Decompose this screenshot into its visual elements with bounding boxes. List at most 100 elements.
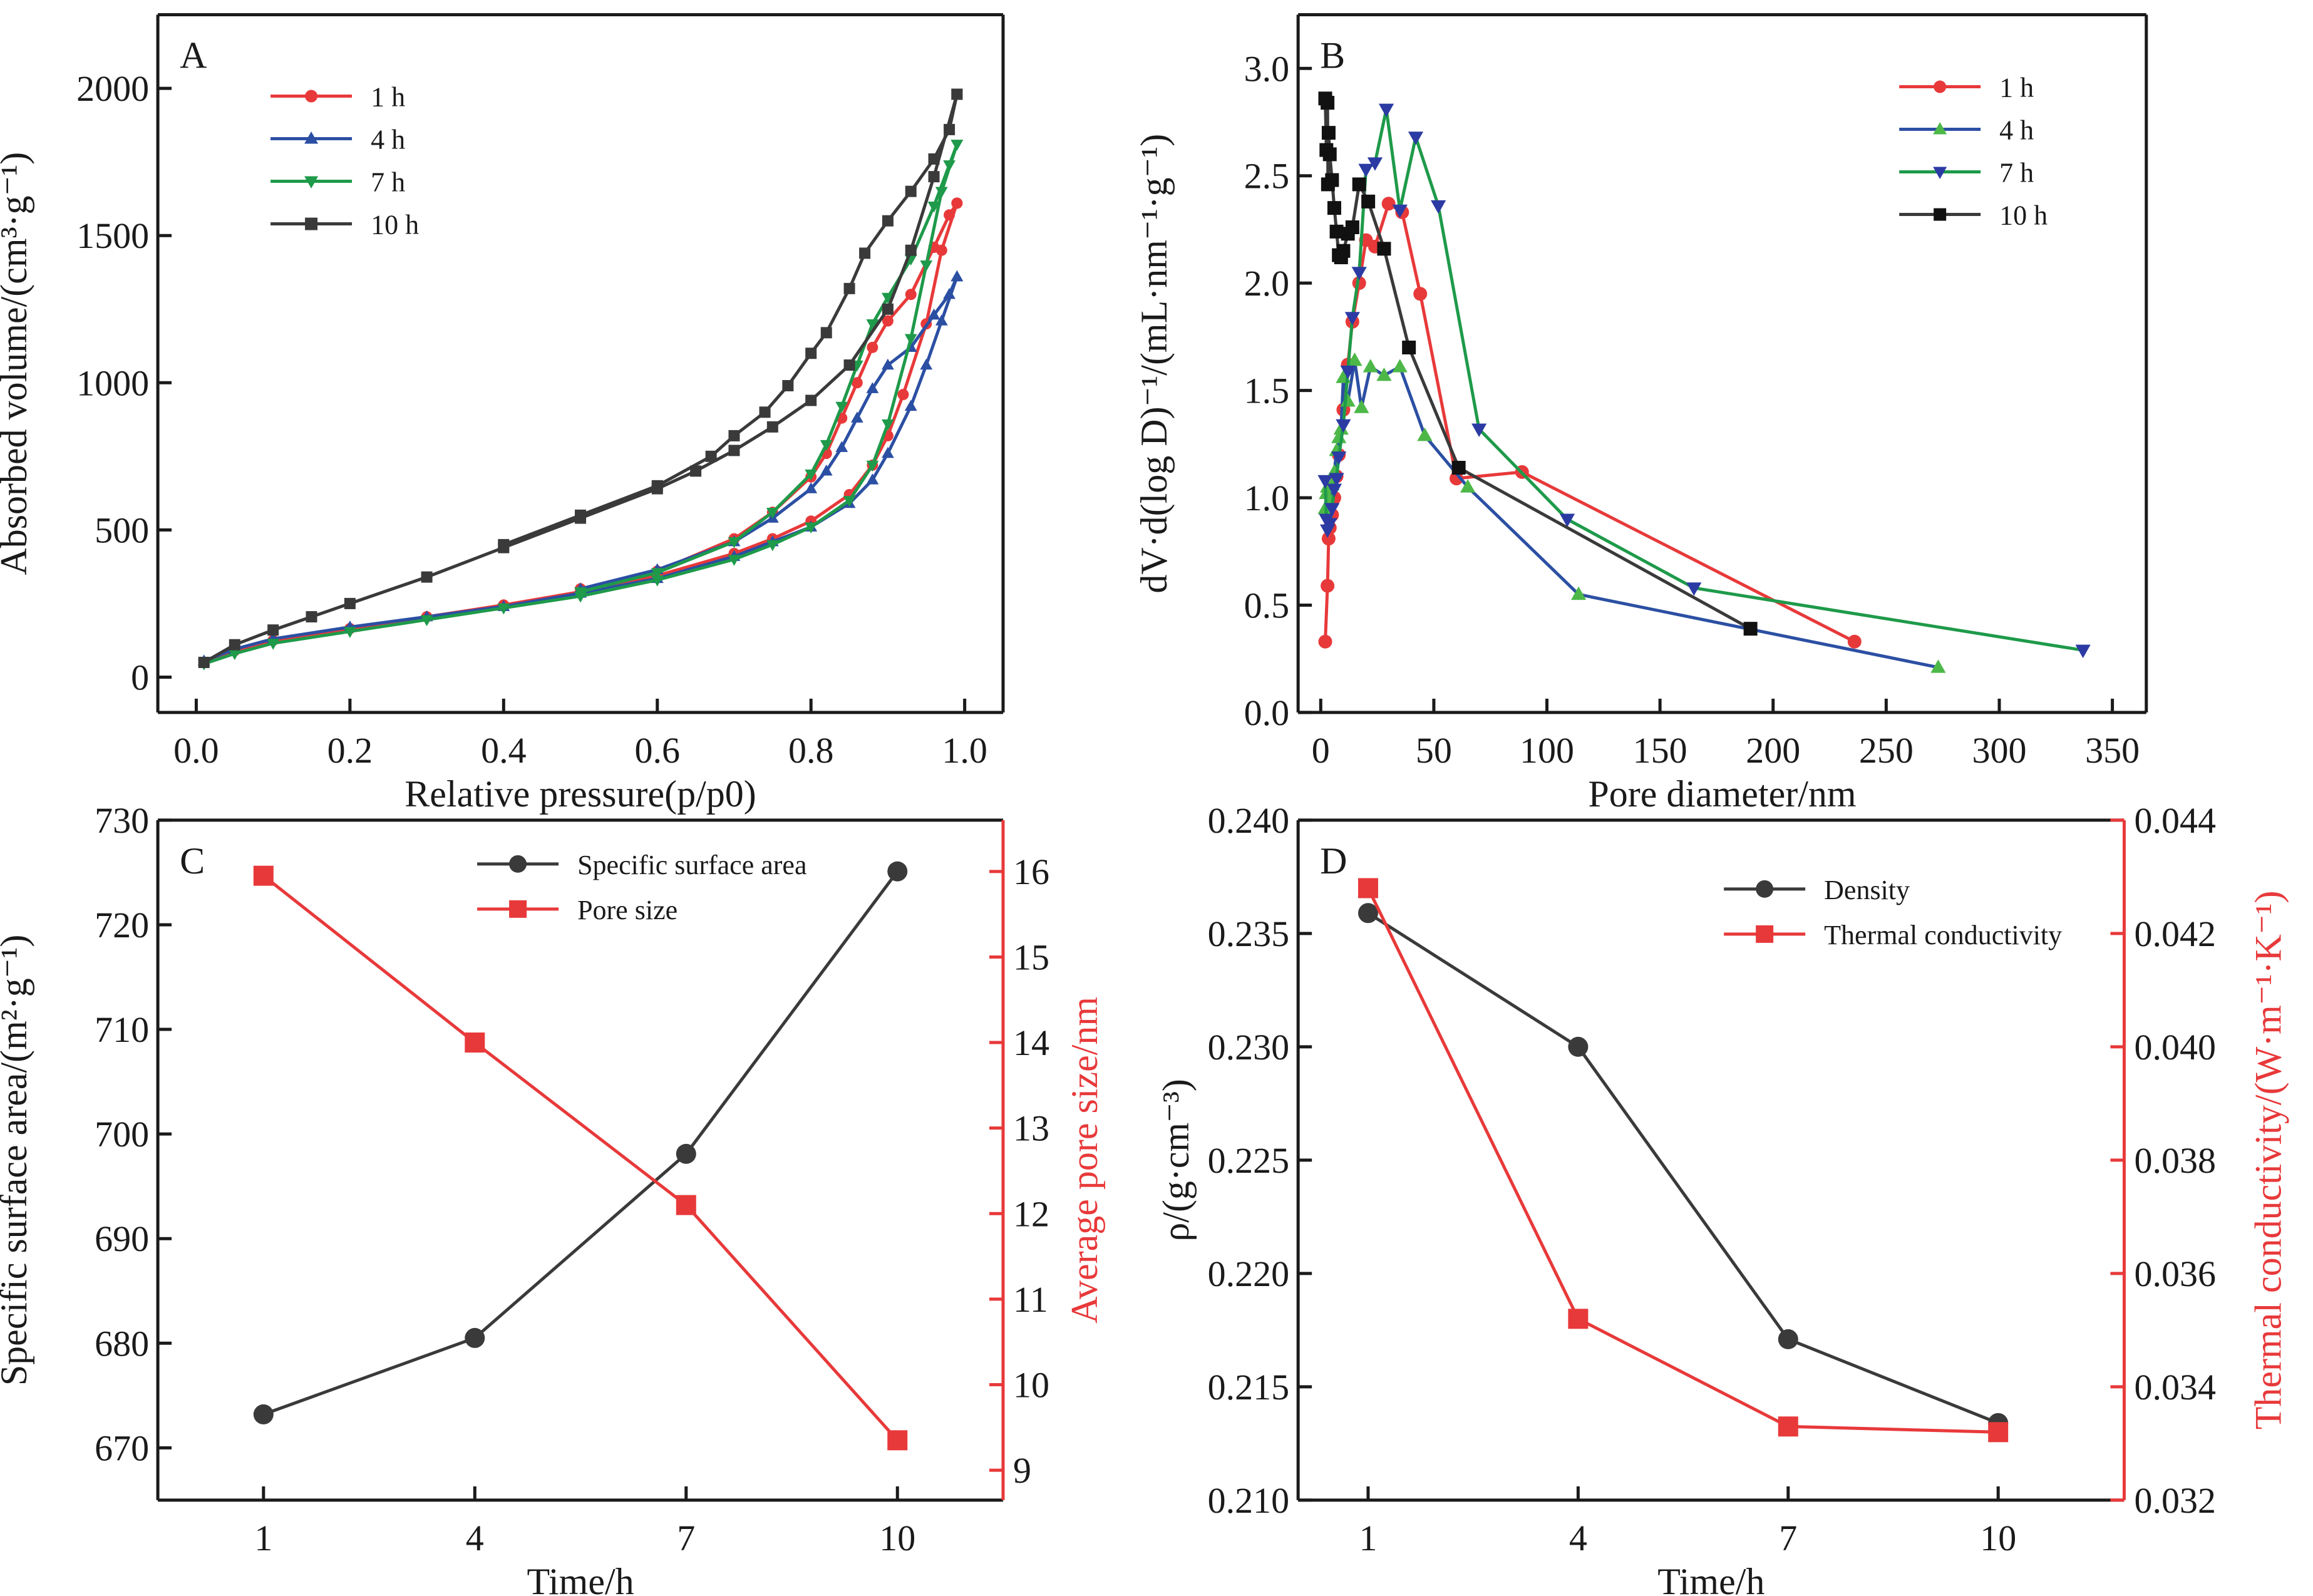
panel-c-surface-area-chart: 1 4 7 1067068069070071072073091011121314151…	[0, 800, 1105, 1596]
legend-label: Thermal conductivity	[1824, 920, 2062, 950]
data-point	[1568, 1309, 1589, 1329]
data-point	[835, 401, 848, 413]
data-point	[1381, 197, 1396, 211]
legend-item: 7 h	[270, 167, 405, 198]
x-tick-label: 0.0	[173, 730, 219, 771]
data-point	[728, 430, 740, 441]
data-point	[1336, 244, 1351, 258]
data-point	[728, 445, 740, 456]
data-point	[904, 399, 917, 411]
x-tick-label: 350	[2085, 730, 2140, 771]
y-tick-label: 0.215	[1208, 1367, 1290, 1408]
legend-item: 1 h	[270, 82, 405, 113]
legend-label: 1 h	[371, 82, 405, 113]
data-point	[1345, 220, 1359, 234]
data-point	[866, 382, 879, 393]
adsorption-line	[203, 143, 959, 666]
x-tick-label: 7	[677, 1518, 695, 1558]
data-point	[866, 460, 879, 472]
data-point	[882, 303, 894, 315]
y-tick-label: 0.0	[1244, 692, 1290, 733]
data-point	[465, 1327, 485, 1348]
y-tick-label: 1.5	[1244, 371, 1290, 411]
data-point	[343, 627, 356, 638]
data-point	[850, 411, 863, 423]
data-point	[1354, 399, 1369, 413]
data-point	[1357, 878, 1378, 898]
data-point	[766, 507, 779, 519]
desorption-line	[580, 143, 959, 594]
legend-item: 7 h	[1899, 158, 2034, 188]
data-point	[1451, 461, 1466, 475]
data-point	[253, 1404, 274, 1424]
data-point	[805, 348, 817, 359]
legend: 1 h 4 h 7 h 10 h	[270, 82, 419, 240]
legend-marker	[304, 131, 319, 144]
x-tick-label: 50	[1416, 730, 1452, 771]
y-tick-label: 1.0	[1244, 478, 1290, 518]
x-tick-label: 0	[1312, 730, 1330, 771]
legend-item: Thermal conductivity	[1724, 920, 2062, 950]
data-point	[651, 575, 664, 587]
y-right-tick-label: 0.038	[2134, 1140, 2216, 1181]
series-line	[1324, 108, 2084, 652]
y-tick-label: 3.0	[1244, 48, 1290, 89]
y-axis-label: ρ/(g·cm⁻³)	[1155, 1079, 1197, 1242]
data-point	[944, 123, 956, 135]
adsorption-line	[203, 93, 959, 664]
y-axis-label: Specific surface area/(m²·g⁻¹)	[0, 935, 34, 1386]
data-point	[951, 88, 963, 100]
legend-label: 7 h	[371, 167, 405, 198]
data-point	[859, 247, 871, 259]
y-right-tick-label: 0.034	[2134, 1367, 2216, 1408]
y-right-tick-label: 13	[1013, 1108, 1049, 1149]
data-point	[1377, 242, 1391, 256]
legend-label: 4 h	[371, 125, 405, 155]
y-tick-label: 0.230	[1208, 1027, 1290, 1068]
data-point	[2075, 644, 2091, 659]
y-tick-label: 670	[95, 1428, 149, 1468]
data-point	[1450, 471, 1464, 486]
data-point	[1363, 359, 1378, 373]
data-point	[1318, 634, 1332, 649]
series-line	[262, 874, 899, 1441]
data-point	[1471, 423, 1487, 437]
data-point	[1392, 359, 1408, 373]
y-right-tick-label: 11	[1013, 1279, 1048, 1320]
data-point	[1358, 163, 1374, 178]
data-point	[1322, 147, 1337, 162]
data-point	[904, 334, 917, 346]
data-point	[935, 314, 948, 326]
data-point	[928, 171, 940, 183]
y-tick-label: 720	[95, 905, 149, 945]
data-point	[1431, 200, 1446, 214]
y-tick-label: 700	[95, 1114, 149, 1155]
data-point	[1417, 427, 1433, 441]
data-point	[820, 440, 833, 451]
x-tick-label: 0.4	[481, 730, 527, 771]
legend-marker	[1756, 880, 1774, 898]
data-point	[843, 359, 855, 371]
x-tick-label: 10	[1980, 1518, 2016, 1558]
legend-marker	[1934, 80, 1947, 93]
data-point	[905, 244, 917, 256]
legend-item: Density	[1724, 875, 1910, 905]
legend-label: 7 h	[1999, 158, 2034, 188]
data-point	[882, 419, 894, 431]
data-point	[1778, 1416, 1798, 1437]
x-tick-label: 100	[1520, 730, 1574, 771]
data-point	[950, 270, 964, 282]
data-point	[843, 496, 856, 507]
y-tick-label: 680	[95, 1323, 149, 1364]
y-tick-label: 0.235	[1208, 914, 1290, 954]
y-tick-label: 0.5	[1244, 585, 1290, 626]
x-axis-label: Time/h	[527, 1561, 634, 1596]
data-point	[882, 315, 894, 327]
y-right-tick-label: 0.040	[2134, 1027, 2216, 1068]
legend-item: Specific surface area	[477, 850, 806, 880]
series-specific-surface-area	[253, 861, 908, 1424]
data-point	[1321, 532, 1336, 546]
x-axis-label: Relative pressure(p/p0)	[404, 773, 756, 815]
series-10h	[1318, 91, 1758, 636]
data-point	[676, 1195, 696, 1215]
